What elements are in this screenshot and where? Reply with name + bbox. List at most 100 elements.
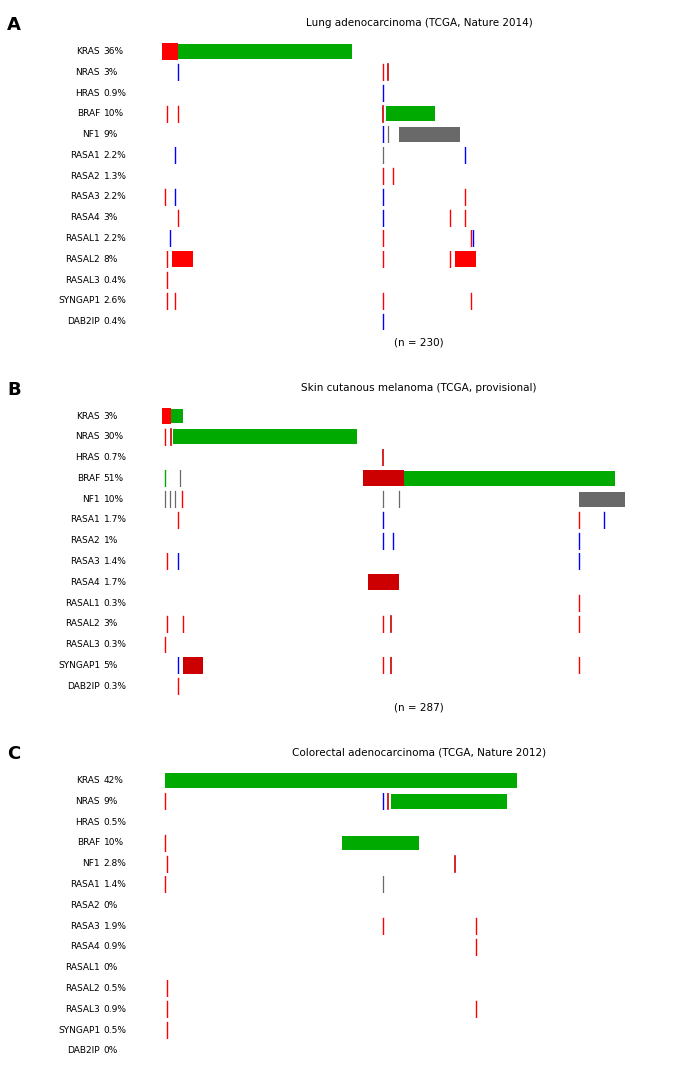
Text: B: B: [7, 381, 21, 399]
Bar: [171, 408, 183, 423]
Text: SYNGAP1: SYNGAP1: [58, 1025, 100, 1034]
Bar: [162, 44, 177, 60]
Text: C: C: [7, 745, 20, 763]
Bar: [386, 107, 435, 122]
Text: 0%: 0%: [104, 964, 118, 972]
Text: HRAS: HRAS: [75, 453, 100, 462]
Text: 0.5%: 0.5%: [104, 1025, 126, 1034]
Text: HRAS: HRAS: [75, 818, 100, 826]
Text: 36%: 36%: [104, 47, 124, 55]
Text: 8%: 8%: [104, 255, 118, 263]
Text: 51%: 51%: [104, 474, 124, 483]
Text: A: A: [7, 16, 21, 34]
Text: 2.6%: 2.6%: [104, 296, 126, 305]
Text: 3%: 3%: [104, 68, 118, 77]
Text: RASAL1: RASAL1: [66, 599, 100, 608]
Text: 0.9%: 0.9%: [104, 942, 126, 951]
Text: RASA3: RASA3: [70, 193, 100, 201]
Text: 10%: 10%: [104, 110, 124, 118]
Text: RASA2: RASA2: [70, 172, 100, 180]
Text: 10%: 10%: [104, 839, 124, 847]
Text: KRAS: KRAS: [77, 411, 100, 420]
Text: 2.2%: 2.2%: [104, 151, 126, 160]
Text: 0%: 0%: [104, 1047, 118, 1055]
Text: 0.9%: 0.9%: [104, 88, 126, 97]
Text: 42%: 42%: [104, 776, 124, 785]
Text: SYNGAP1: SYNGAP1: [58, 661, 100, 669]
Text: 9%: 9%: [104, 130, 118, 139]
Text: 0.4%: 0.4%: [104, 318, 126, 326]
Text: 1.4%: 1.4%: [104, 881, 126, 889]
Bar: [363, 470, 404, 486]
Text: (n = 230): (n = 230): [395, 338, 444, 348]
Text: DAB2IP: DAB2IP: [68, 318, 100, 326]
Text: RASAL3: RASAL3: [66, 276, 100, 285]
Text: RASA4: RASA4: [70, 942, 100, 951]
Bar: [183, 658, 204, 674]
Text: RASA3: RASA3: [70, 922, 100, 931]
Text: 1.9%: 1.9%: [104, 922, 126, 931]
Text: RASA1: RASA1: [70, 881, 100, 889]
Text: 9%: 9%: [104, 797, 118, 806]
Text: 3%: 3%: [104, 411, 118, 420]
Text: NF1: NF1: [82, 130, 100, 139]
Text: 0%: 0%: [104, 901, 118, 909]
Text: RASA2: RASA2: [70, 901, 100, 909]
Text: RASA4: RASA4: [70, 213, 100, 222]
Text: KRAS: KRAS: [77, 47, 100, 55]
Bar: [368, 575, 399, 591]
Bar: [177, 44, 353, 59]
Text: 3%: 3%: [104, 619, 118, 628]
Text: 1.7%: 1.7%: [104, 578, 126, 586]
Text: Lung adenocarcinoma (TCGA, Nature 2014): Lung adenocarcinoma (TCGA, Nature 2014): [306, 18, 533, 28]
Text: BRAF: BRAF: [77, 474, 100, 483]
Text: DAB2IP: DAB2IP: [68, 1047, 100, 1055]
Text: 10%: 10%: [104, 495, 124, 503]
Text: RASAL3: RASAL3: [66, 641, 100, 649]
Text: 0.7%: 0.7%: [104, 453, 126, 462]
Bar: [173, 430, 357, 445]
Bar: [578, 491, 625, 506]
Text: RASA1: RASA1: [70, 516, 100, 524]
Text: 3%: 3%: [104, 213, 118, 222]
Text: RASA4: RASA4: [70, 578, 100, 586]
Text: 5%: 5%: [104, 661, 118, 669]
Text: RASA2: RASA2: [70, 536, 100, 545]
Text: RASAL1: RASAL1: [66, 235, 100, 243]
Bar: [172, 252, 193, 268]
Text: Colorectal adenocarcinoma (TCGA, Nature 2012): Colorectal adenocarcinoma (TCGA, Nature …: [292, 747, 546, 757]
Text: BRAF: BRAF: [77, 110, 100, 118]
Text: 0.3%: 0.3%: [104, 641, 126, 649]
Text: KRAS: KRAS: [77, 776, 100, 785]
Bar: [455, 252, 475, 268]
Text: RASAL1: RASAL1: [66, 964, 100, 972]
Text: 2.8%: 2.8%: [104, 859, 126, 868]
Text: NF1: NF1: [82, 859, 100, 868]
Text: RASAL2: RASAL2: [66, 619, 100, 628]
Text: 1.3%: 1.3%: [104, 172, 126, 180]
Text: NF1: NF1: [82, 495, 100, 503]
Text: 0.5%: 0.5%: [104, 818, 126, 826]
Text: 30%: 30%: [104, 433, 124, 441]
Bar: [342, 836, 419, 851]
Bar: [404, 471, 615, 486]
Text: RASAL2: RASAL2: [66, 984, 100, 992]
Text: RASA1: RASA1: [70, 151, 100, 160]
Bar: [391, 794, 506, 809]
Text: RASAL2: RASAL2: [66, 255, 100, 263]
Text: BRAF: BRAF: [77, 839, 100, 847]
Text: 1.7%: 1.7%: [104, 516, 126, 524]
Text: 0.5%: 0.5%: [104, 984, 126, 992]
Text: 0.3%: 0.3%: [104, 682, 126, 691]
Bar: [165, 773, 517, 788]
Text: 2.2%: 2.2%: [104, 193, 126, 201]
Bar: [399, 127, 460, 142]
Text: 1%: 1%: [104, 536, 118, 545]
Text: 1.4%: 1.4%: [104, 558, 126, 566]
Text: DAB2IP: DAB2IP: [68, 682, 100, 691]
Text: (n = 287): (n = 287): [394, 702, 444, 712]
Text: 0.3%: 0.3%: [104, 599, 126, 608]
Text: NRAS: NRAS: [75, 433, 100, 441]
Text: 2.2%: 2.2%: [104, 235, 126, 243]
Text: RASA3: RASA3: [70, 558, 100, 566]
